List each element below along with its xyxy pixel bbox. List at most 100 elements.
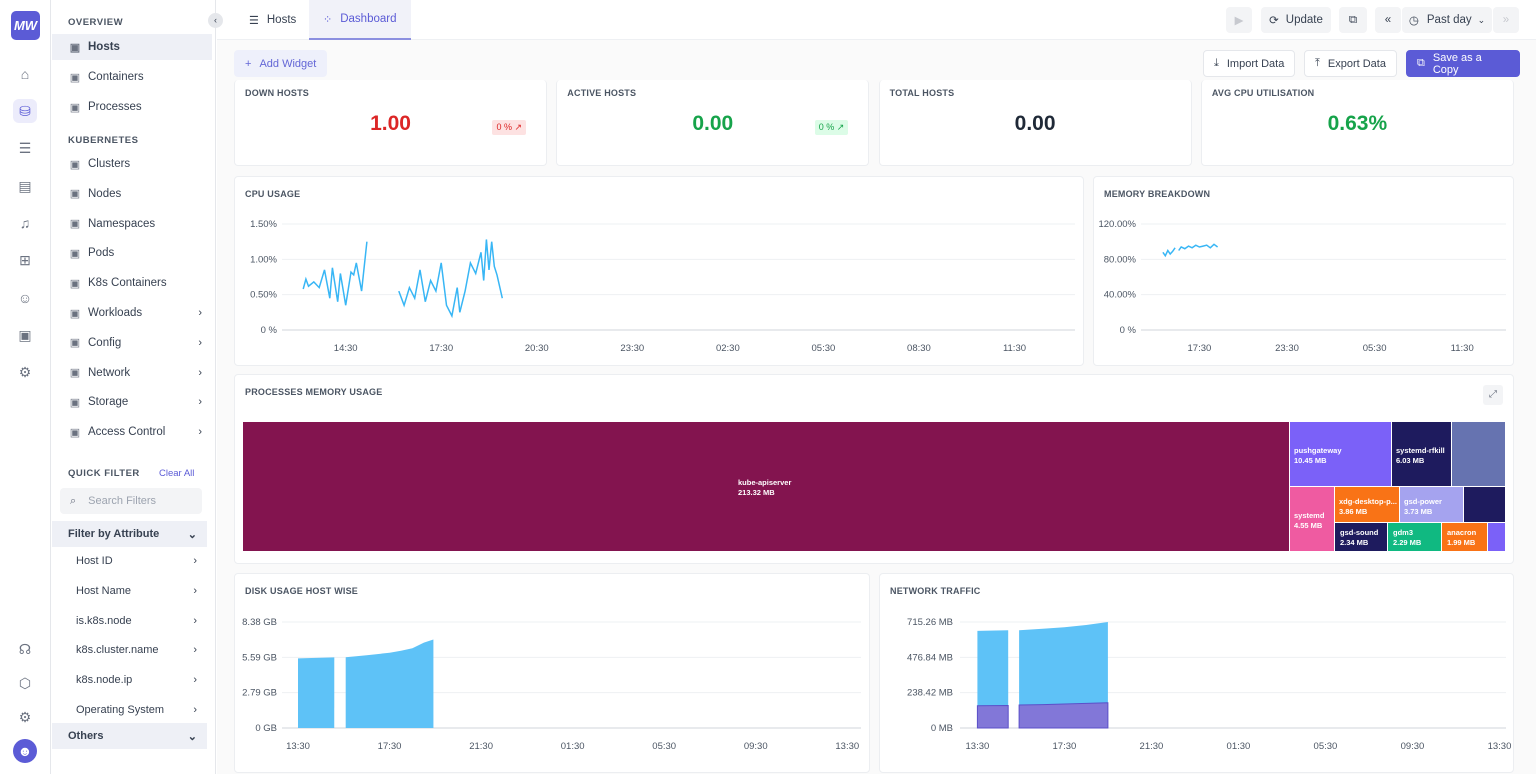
stat-value: 0.63% <box>1327 112 1388 135</box>
treemap-cell[interactable]: pushgateway 10.45 MB <box>1290 422 1392 487</box>
sidebar-item-clusters[interactable]: ▣ Clusters <box>69 158 131 171</box>
sidebar-item-processes[interactable]: ▣ Processes <box>69 101 142 114</box>
treemap-cell[interactable]: kube-apiserver 213.32 MB <box>243 422 1290 552</box>
bot-icon[interactable]: ☺ <box>17 290 33 306</box>
docs-icon[interactable]: ▤ <box>18 178 32 194</box>
cpu-usage-panel: CPU USAGE 0 % 0.50% 1.00% 1.50% 14:30 17:30 20… <box>234 176 1084 366</box>
treemap-cell[interactable]: gsd-power 3.73 MB <box>1400 487 1464 523</box>
save-as-copy-button[interactable]: ⧉ Save as a Copy <box>1406 50 1520 77</box>
tab-dashboard[interactable]: ⁘ Dashboard <box>309 0 411 40</box>
clock-icon: ◷ <box>1408 15 1419 27</box>
series-area <box>1018 702 1109 729</box>
copy-button[interactable]: ⧉ <box>1339 7 1367 33</box>
filter-attribute-item[interactable]: Operating System › <box>76 704 197 716</box>
import-data-button[interactable]: ⤓ Import Data <box>1203 50 1296 77</box>
alerts-icon[interactable]: ♫ <box>19 215 31 231</box>
series-area <box>977 630 1009 728</box>
chip-icon[interactable]: ⚙ <box>18 364 32 380</box>
treemap-cell[interactable]: gsd-sound 2.34 MB <box>1335 523 1388 552</box>
y-tick-label: 0 % <box>1120 325 1137 336</box>
treemap-label: systemd-rfkill <box>1396 446 1445 455</box>
home-icon[interactable]: ⌂ <box>20 66 30 82</box>
sidebar-item-nodes[interactable]: ▣ Nodes <box>69 187 122 201</box>
infra-icon[interactable]: ⛁ <box>13 99 37 123</box>
treemap-value: 10.45 MB <box>1294 456 1327 465</box>
chevron-down-icon: ⌄ <box>1477 14 1486 25</box>
play-button[interactable]: ▶ <box>1226 7 1252 33</box>
others-header[interactable]: Others ⌄ <box>52 723 207 749</box>
update-button[interactable]: ⟳ Update <box>1261 7 1331 33</box>
avatar[interactable]: ☻ <box>13 739 37 763</box>
sidebar-item-k8s-containers[interactable]: ▣ K8s Containers <box>69 277 167 290</box>
sidebar-item-pods[interactable]: ▣ Pods <box>69 247 115 260</box>
treemap-label: gdm3 <box>1393 528 1414 537</box>
sidebar-item-namespaces[interactable]: ▣ Namespaces <box>69 217 156 231</box>
logs-icon[interactable]: ☰ <box>18 140 32 156</box>
refresh-icon: ⟳ <box>1269 15 1279 27</box>
time-range-select[interactable]: ◷ Past day ⌄ <box>1402 7 1492 33</box>
chevron-down-icon: ⌄ <box>187 528 197 541</box>
previous-range-button[interactable]: « <box>1375 7 1401 33</box>
treemap-cell[interactable]: xdg-desktop-p... 3.86 MB <box>1335 487 1400 523</box>
search-filters-input[interactable]: ⌕ Search Filters <box>60 488 202 514</box>
sidebar-item-config[interactable]: ▣ Config › <box>69 336 202 350</box>
treemap-label: gsd-sound <box>1340 528 1379 537</box>
treemap-cell[interactable]: systemd 4.55 MB <box>1290 487 1335 552</box>
expand-icon[interactable]: ⤢ <box>1483 385 1503 405</box>
y-tick-label: 0 % <box>261 325 278 336</box>
chevron-right-icon: › <box>193 644 197 657</box>
settings-icon[interactable]: ⚙ <box>18 709 32 725</box>
sidebar-item-workloads[interactable]: ▣ Workloads › <box>69 307 202 320</box>
series-line <box>1162 247 1176 258</box>
treemap-cell[interactable]: anacron 1.99 MB <box>1442 523 1488 552</box>
treemap-cell[interactable] <box>1452 422 1506 487</box>
y-tick-label: 1.00% <box>250 254 277 265</box>
treemap-cell[interactable]: systemd-rfkill 6.03 MB <box>1392 422 1452 487</box>
collapse-sidebar-button[interactable]: ‹ <box>208 13 223 28</box>
treemap-value: 213.32 MB <box>738 488 775 497</box>
sidebar: OVERVIEW KUBERNETES QUICK FILTER Clear A… <box>52 0 216 774</box>
treemap-value: 1.99 MB <box>1447 538 1476 547</box>
treemap-label: pushgateway <box>1294 446 1342 455</box>
x-tick-label: 01:30 <box>1227 741 1251 752</box>
treemap-cell[interactable]: gdm3 2.29 MB <box>1388 523 1442 552</box>
upload-icon: ⤒ <box>1315 57 1320 69</box>
grid-icon: ⁘ <box>323 13 333 26</box>
tab-hosts[interactable]: ☰ Hosts <box>249 14 297 27</box>
sidebar-item-storage[interactable]: ▣ Storage › <box>69 396 202 409</box>
filter-by-attribute-header[interactable]: Filter by Attribute ⌄ <box>52 521 207 547</box>
x-tick-label: 17:30 <box>378 741 402 752</box>
treemap-cell[interactable] <box>1464 487 1506 523</box>
add-widget-button[interactable]: + Add Widget <box>234 50 328 77</box>
x-tick-label: 13:30 <box>966 741 990 752</box>
clear-all-link[interactable]: Clear All <box>159 468 195 479</box>
next-range-button[interactable]: » <box>1493 7 1519 33</box>
logo[interactable]: MW <box>11 11 40 40</box>
support-icon[interactable]: ☊ <box>18 641 32 657</box>
sidebar-item-network[interactable]: ▣ Network › <box>69 366 202 380</box>
user-settings-icon[interactable]: ▣ <box>18 327 32 343</box>
filter-attribute-item[interactable]: is.k8s.node › <box>76 614 197 627</box>
sidebar-item-hosts[interactable]: ▣ Hosts <box>52 34 212 60</box>
y-tick-label: 1.50% <box>250 219 277 230</box>
access-icon: ▣ <box>69 426 81 439</box>
chevron-right-icon: › <box>193 614 197 627</box>
sidebar-item-access-control[interactable]: ▣ Access Control › <box>69 426 202 439</box>
export-data-button[interactable]: ⤒ Export Data <box>1304 50 1397 77</box>
filter-attribute-item[interactable]: k8s.cluster.name › <box>76 644 197 657</box>
top-bar: ☰ Hosts ⁘ Dashboard ▶ ⟳ Update ⧉ « ◷ Past da… <box>217 0 1536 40</box>
treemap-cell[interactable] <box>1488 523 1506 552</box>
sidebar-item-containers[interactable]: ▣ Containers <box>69 71 144 84</box>
filter-attribute-item[interactable]: Host Name › <box>76 584 197 597</box>
stat-title: DOWN HOSTS <box>245 88 309 98</box>
series-area <box>345 639 434 728</box>
x-tick-label: 05:30 <box>1363 343 1387 354</box>
y-tick-label: 80.00% <box>1104 254 1137 265</box>
package-icon[interactable]: ⬡ <box>18 675 32 691</box>
dashboard-add-icon[interactable]: ⊞ <box>19 252 31 268</box>
filter-attribute-item[interactable]: Host ID › <box>76 555 197 567</box>
y-tick-label: 120.00% <box>1098 219 1136 230</box>
processes-memory-panel: PROCESSES MEMORY USAGE ⤢ kube-apiserver 2… <box>234 374 1514 564</box>
filter-attribute-item[interactable]: k8s.node.ip › <box>76 674 197 687</box>
x-tick-label: 20:30 <box>525 343 549 354</box>
